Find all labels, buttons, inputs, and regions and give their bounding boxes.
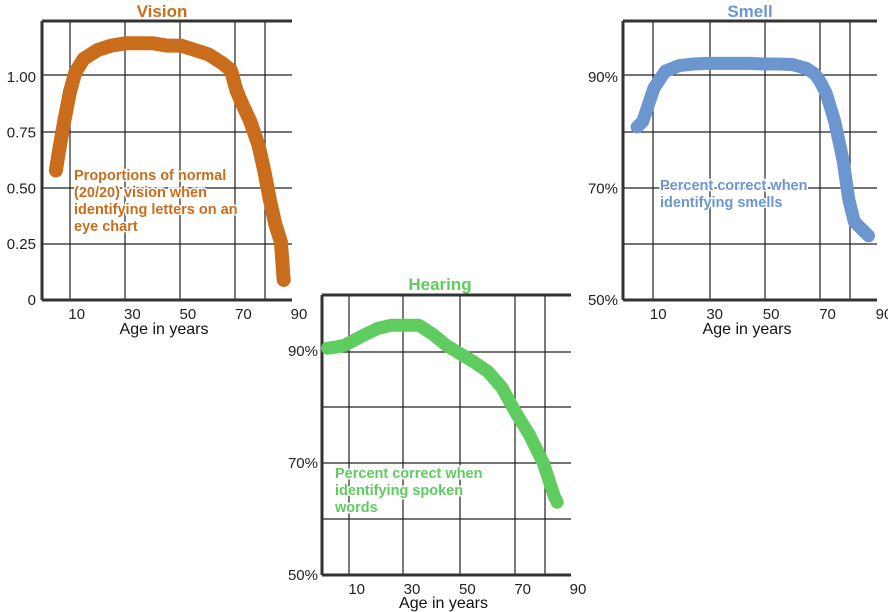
chart-annotation: identifying smells — [660, 195, 782, 211]
y-tick-label: 90% — [588, 69, 618, 86]
x-tick-label: 10 — [348, 581, 365, 598]
x-tick-label: 90 — [570, 581, 587, 598]
chart-title: Smell — [727, 2, 772, 21]
y-tick-label: 0.50 — [7, 180, 36, 197]
x-tick-label: 30 — [404, 581, 421, 598]
series-line — [630, 56, 875, 243]
x-tick-label: 10 — [650, 306, 667, 323]
y-tick-label: 50% — [288, 567, 318, 584]
hearing-panel: Hearing 50% 70% 90% 10 30 50 70 90 Age in years Pe… — [288, 275, 586, 612]
chart-title: Hearing — [408, 275, 471, 294]
y-tick-label: 90% — [288, 343, 318, 360]
series-line — [48, 36, 291, 287]
series-line — [321, 318, 564, 509]
chart-annotation: identifying spoken — [335, 483, 463, 499]
chart-annotation: Proportions of normal — [74, 168, 226, 184]
chart-annotation: Percent correct when — [335, 466, 482, 482]
x-tick-label: 50 — [180, 306, 197, 323]
x-tick-label: 50 — [763, 306, 780, 323]
y-tick-label: 70% — [588, 180, 618, 197]
x-axis-label: Age in years — [120, 321, 209, 338]
chart-annotation: (20/20) vision when — [74, 185, 207, 201]
chart-annotation: eye chart — [74, 219, 138, 235]
chart-annotation: words — [334, 500, 378, 516]
x-tick-label: 70 — [235, 306, 252, 323]
x-tick-label: 50 — [459, 581, 476, 598]
x-axis-label: Age in years — [703, 321, 792, 338]
chart-title: Vision — [137, 2, 188, 21]
chart-annotation: identifying letters on an — [74, 202, 238, 218]
y-tick-label: 70% — [288, 455, 318, 472]
y-tick-label: 1.00 — [7, 69, 36, 86]
y-tick-label: 0 — [28, 292, 36, 309]
smell-panel: Smell 50% 70% 90% 10 30 50 70 90 Age in years Perc… — [588, 2, 888, 338]
x-tick-label: 30 — [124, 306, 141, 323]
x-tick-label: 70 — [819, 306, 836, 323]
x-tick-label: 70 — [514, 581, 531, 598]
x-tick-label: 90 — [876, 306, 888, 323]
x-tick-label: 90 — [291, 306, 308, 323]
vision-panel: Vision 0 0.25 0.50 0.75 1.00 10 30 50 70 90 Age in … — [7, 2, 308, 338]
y-tick-label: 50% — [588, 292, 618, 309]
x-tick-label: 10 — [68, 306, 85, 323]
x-axis-label: Age in years — [399, 595, 488, 612]
chart-annotation: Percent correct when — [660, 178, 807, 194]
y-tick-label: 0.25 — [7, 236, 36, 253]
y-tick-label: 0.75 — [7, 125, 36, 142]
x-tick-label: 30 — [706, 306, 723, 323]
